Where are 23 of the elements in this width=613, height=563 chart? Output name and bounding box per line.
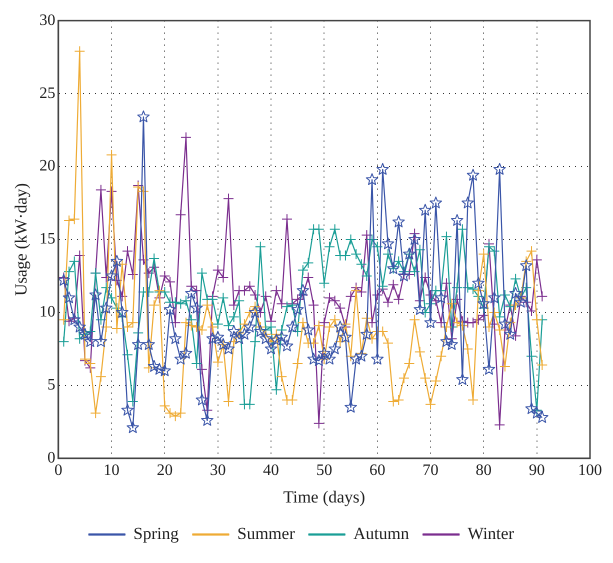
- x-tick-label: 40: [263, 462, 280, 480]
- x-tick-label: 30: [210, 462, 226, 480]
- y-tick-label: 20: [39, 158, 56, 175]
- x-tick-label: 50: [316, 462, 332, 480]
- legend-label: Autumn: [353, 524, 410, 543]
- y-tick-label: 0: [47, 450, 56, 467]
- x-tick-label: 10: [104, 462, 120, 480]
- legend-label: Spring: [133, 524, 180, 543]
- x-tick-label: 90: [528, 462, 545, 480]
- y-tick-label: 10: [39, 304, 56, 321]
- y-tick-label: 30: [39, 12, 56, 29]
- y-tick-label: 25: [39, 84, 56, 102]
- x-axis-title: Time (days): [283, 487, 366, 506]
- x-tick-label: 20: [156, 462, 173, 480]
- x-tick-label: 70: [422, 462, 439, 480]
- y-tick-label: 15: [39, 230, 56, 248]
- x-tick-label: 60: [369, 462, 386, 480]
- x-tick-label: 80: [476, 462, 492, 480]
- x-tick-label: 100: [578, 462, 602, 480]
- legend-label: Winter: [468, 524, 514, 543]
- y-axis-title: Usage (kW·day): [12, 183, 31, 296]
- y-tick-label: 5: [47, 376, 56, 394]
- legend-label: Summer: [237, 524, 296, 543]
